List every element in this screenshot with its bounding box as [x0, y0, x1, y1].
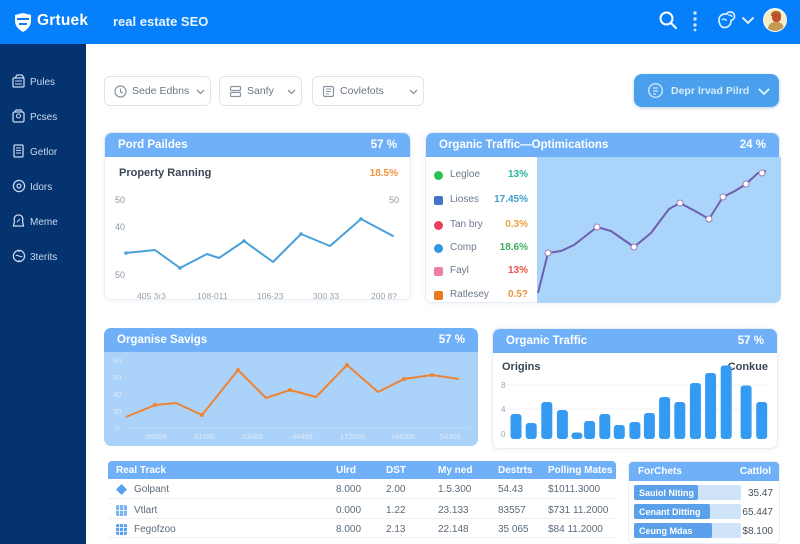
svg-text:50: 50	[113, 373, 121, 382]
svg-text:0: 0	[115, 424, 119, 433]
svg-text:4: 4	[501, 405, 506, 414]
svg-text:0: 0	[501, 430, 506, 439]
svg-text:50: 50	[115, 270, 125, 280]
svg-text:60: 60	[113, 356, 121, 365]
svg-text:40: 40	[115, 222, 125, 232]
svg-text:30: 30	[113, 407, 121, 416]
svg-text:50: 50	[389, 195, 399, 205]
svg-text:50: 50	[115, 195, 125, 205]
svg-text:40: 40	[113, 390, 121, 399]
svg-text:8: 8	[501, 381, 506, 390]
